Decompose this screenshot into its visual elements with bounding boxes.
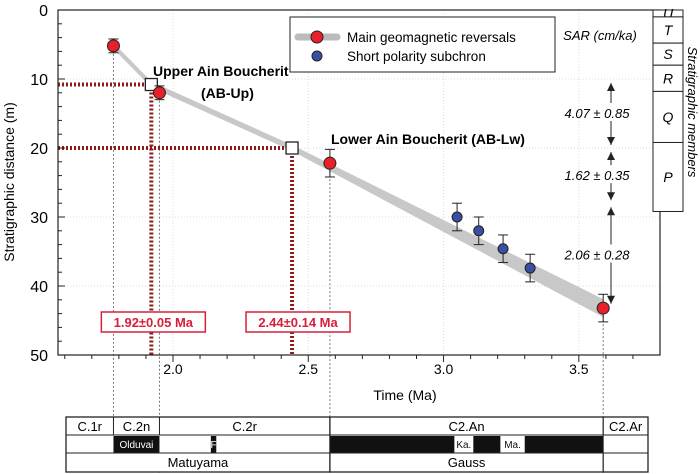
members-title: Stratigraphic members	[685, 47, 700, 178]
age-label: 2.44±0.14 Ma	[258, 315, 338, 330]
epoch-label: Gauss	[448, 455, 486, 470]
arrow-down-icon	[607, 295, 615, 304]
axes: 2.0 2.5 3.0 3.5 0 10 20 30 40 50	[30, 3, 634, 377]
sar-value: 1.62 ± 0.35	[565, 168, 631, 183]
arrow-down-icon	[607, 137, 615, 145]
data-point	[451, 211, 463, 223]
site-label: (AB-Up)	[201, 85, 254, 101]
arrow-up-icon	[607, 207, 615, 216]
member-label: T	[664, 22, 674, 38]
site-label: Lower Ain Boucherit (AB-Lw)	[331, 131, 525, 147]
chron-label: C.1r	[77, 419, 102, 434]
y-tick-label: 50	[30, 348, 48, 365]
chron-label: C.2n	[123, 419, 150, 434]
member-cell	[652, 90, 684, 143]
age-model-band	[113, 42, 604, 318]
legend-blue-marker	[311, 50, 323, 62]
polarity-block	[210, 436, 217, 453]
member-label: P	[663, 169, 673, 185]
arrow-up-icon	[607, 152, 615, 160]
chron-label: C2.Ar	[609, 419, 643, 434]
data-point	[106, 39, 120, 53]
data-point	[524, 262, 536, 274]
legend-entry: Main geomagnetic reversals	[347, 30, 516, 45]
data-point	[497, 243, 509, 255]
sar-title: SAR (cm/ka)	[563, 28, 637, 43]
member-label: U	[663, 5, 674, 21]
arrow-down-icon	[607, 192, 615, 201]
legend-entry: Short polarity subchron	[347, 49, 486, 64]
chron-label: C2.An	[448, 419, 484, 434]
member-label: S	[663, 46, 673, 62]
data-point	[323, 156, 337, 170]
y-tick-label: 10	[30, 72, 48, 89]
epoch-label: Matuyama	[168, 455, 229, 470]
member-label: Q	[663, 109, 674, 125]
member-cell	[652, 141, 684, 212]
sar-value: 2.06 ± 0.28	[564, 247, 631, 262]
data-marks: 1.92±0.05 Ma 2.44±0.14 Ma Upper Ain Bouche…	[58, 38, 610, 355]
data-point	[473, 225, 485, 237]
timescale: Olduvai F Ka. Ma. C.1r C.2n C.2r C2.An C2.Ar Matu…	[65, 416, 649, 473]
member-cell	[652, 64, 684, 92]
x-tick-label: 3.0	[434, 361, 454, 377]
y-tick-label: 0	[39, 3, 48, 20]
polarity-block	[113, 436, 160, 453]
age-label-box	[245, 311, 351, 333]
member-label: R	[663, 70, 673, 86]
site-label: Upper Ain Boucherit	[153, 63, 289, 79]
site-marker	[285, 141, 299, 155]
sar-value: 4.07 ± 0.85	[565, 106, 631, 121]
subchron-label: Olduvai	[120, 440, 154, 451]
y-tick-label: 40	[30, 279, 48, 296]
x-tick-label: 2.0	[163, 361, 183, 377]
chron-label: C.2r	[232, 419, 257, 434]
y-tick-label: 30	[30, 210, 48, 227]
x-tick-label: 2.5	[299, 361, 319, 377]
age-label-box	[100, 311, 207, 333]
y-axis-label: Stratigraphic distance (m)	[1, 102, 17, 262]
arrow-up-icon	[607, 83, 615, 91]
subchron-label: Ka.	[456, 440, 471, 451]
age-label: 1.92±0.05 Ma	[114, 315, 194, 330]
polarity-block	[454, 436, 474, 453]
polarity-block	[500, 436, 525, 453]
legend-red-marker	[310, 30, 324, 44]
x-tick-label: 3.5	[569, 361, 589, 377]
data-point	[596, 301, 610, 315]
site-marker	[144, 77, 158, 92]
x-axis-label: Time (Ma)	[373, 387, 436, 403]
subchron-label: F	[211, 440, 217, 451]
data-point	[152, 86, 166, 100]
sar-annotations: 4.07 ± 0.85 1.62 ± 0.35 2.06 ± 0.28	[564, 83, 631, 304]
legend: Main geomagnetic reversals Short polarit…	[289, 16, 556, 73]
y-tick-label: 20	[30, 141, 48, 158]
subchron-label: Ma.	[504, 440, 521, 451]
